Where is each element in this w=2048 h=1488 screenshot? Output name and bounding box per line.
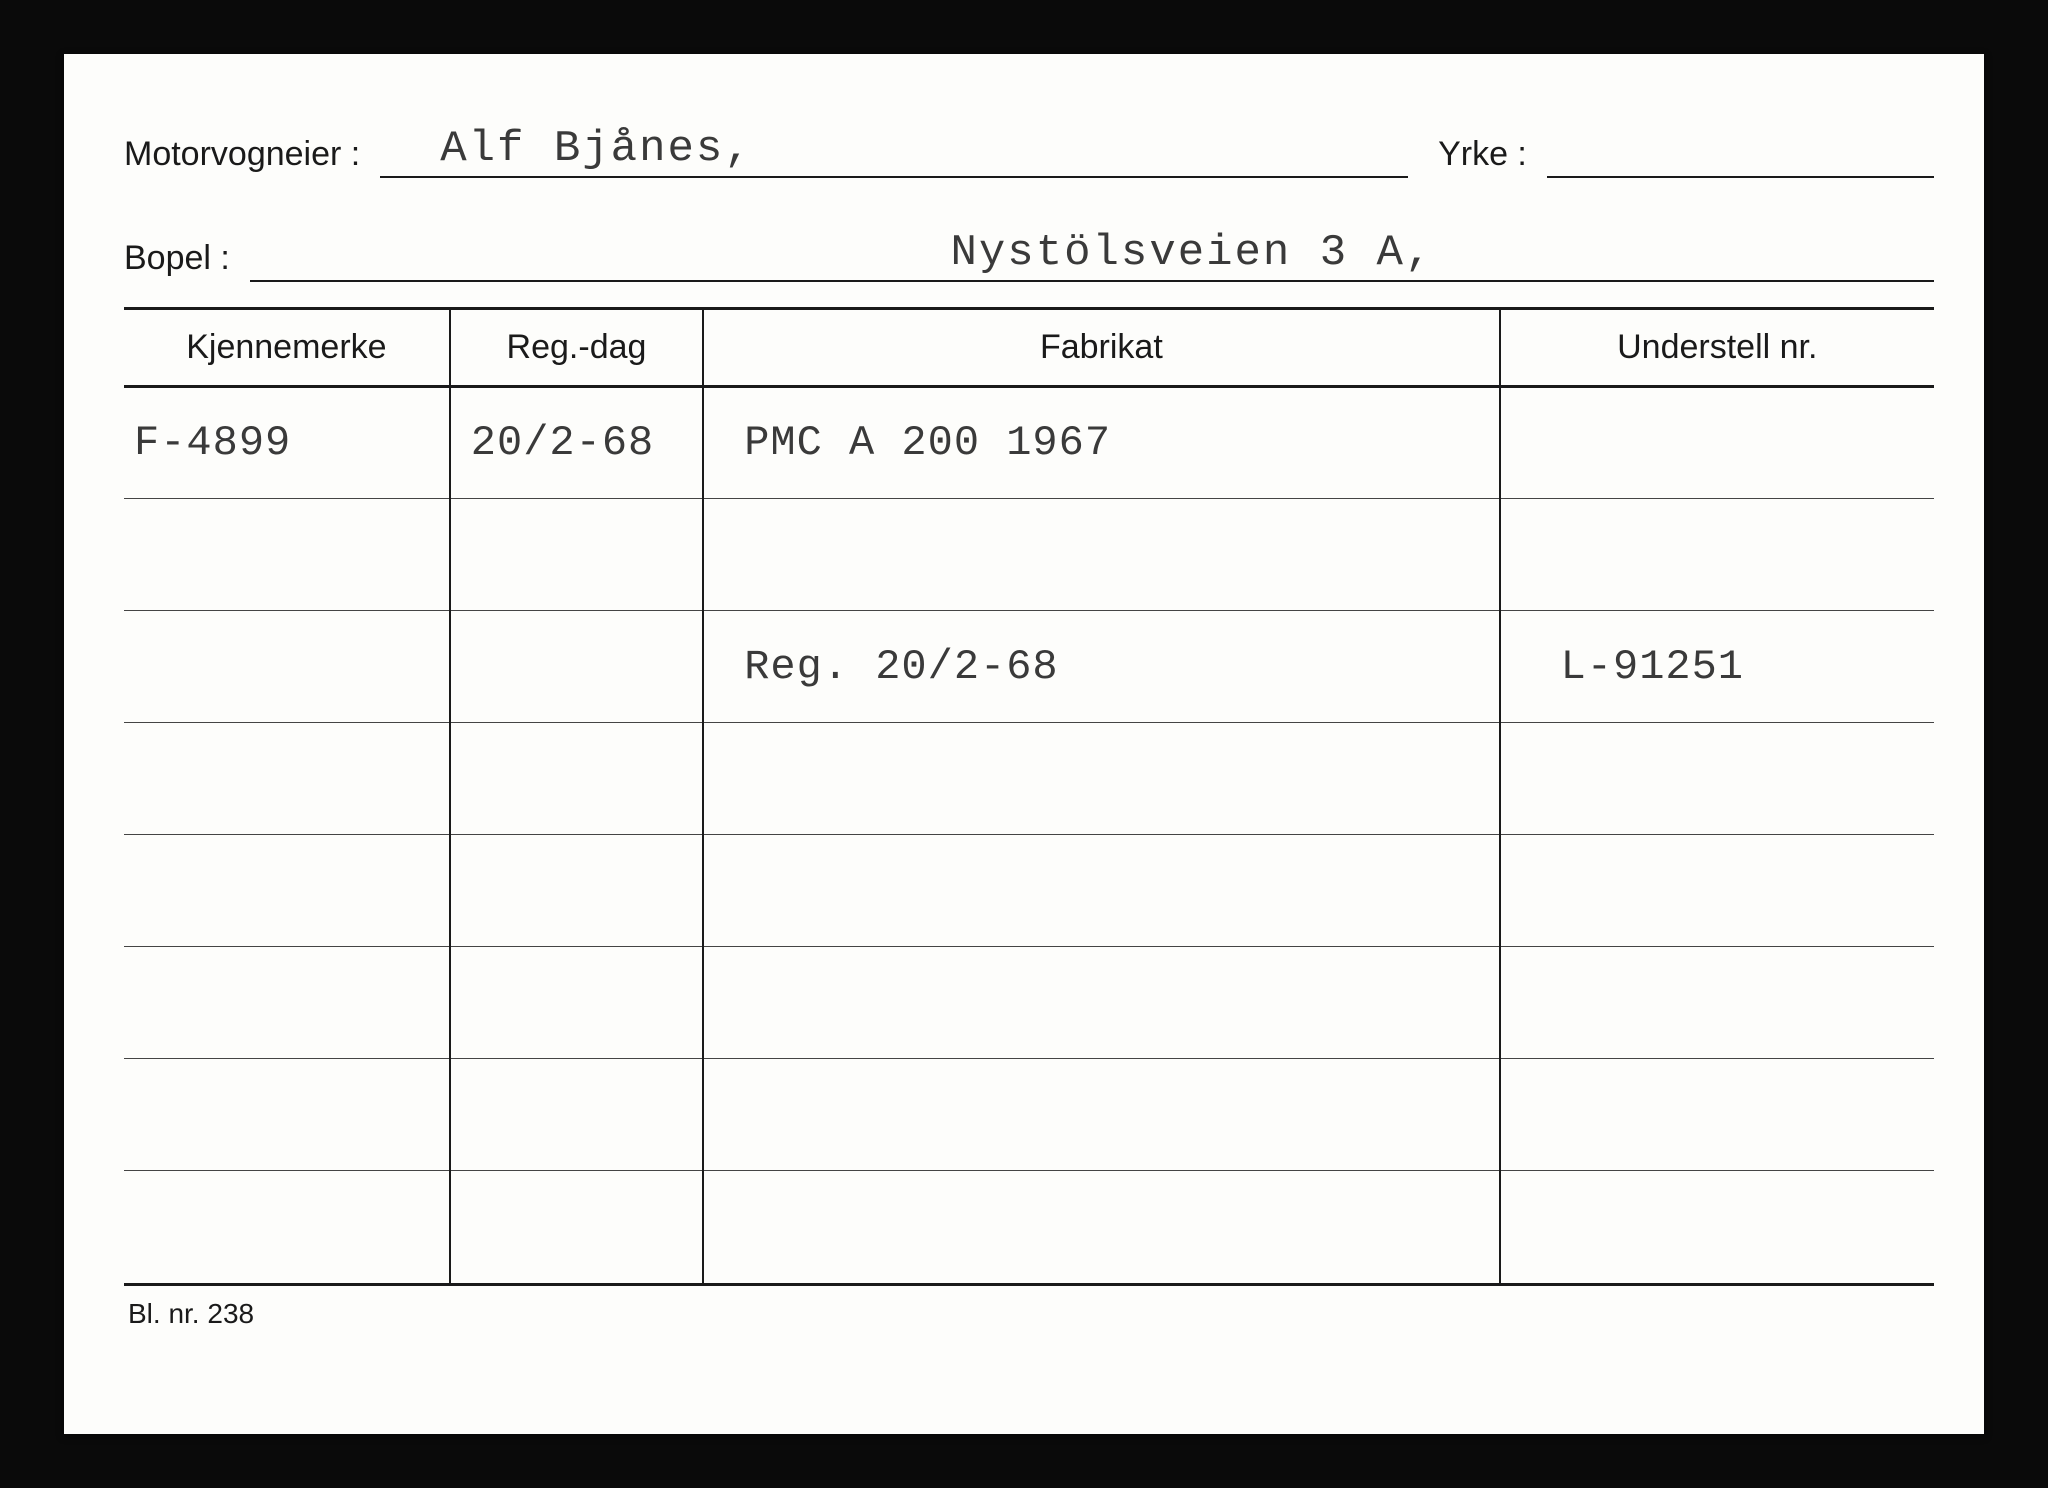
cell-understell	[1500, 1171, 1934, 1283]
col-regdag: Reg.-dag	[450, 310, 703, 387]
table-row	[124, 499, 1934, 611]
cell-regdag	[450, 947, 703, 1059]
occupation-label: Yrke :	[1438, 135, 1527, 178]
cell-regdag: 20/2-68	[450, 387, 703, 499]
table-row: F-4899 20/2-68 PMC A 200 1967	[124, 387, 1934, 499]
cell-understell	[1500, 387, 1934, 499]
occupation-value	[1547, 128, 1934, 178]
table-row	[124, 947, 1934, 1059]
cell-fabrikat	[703, 947, 1499, 1059]
address-row: Bopel : Nystölsveien 3 A,	[124, 228, 1934, 282]
cell-understell	[1500, 1059, 1934, 1171]
table-row	[124, 835, 1934, 947]
table-row	[124, 1059, 1934, 1171]
col-fabrikat: Fabrikat	[703, 310, 1499, 387]
table-row	[124, 1171, 1934, 1283]
registration-table: Kjennemerke Reg.-dag Fabrikat Understell…	[124, 310, 1934, 1283]
cell-fabrikat	[703, 1059, 1499, 1171]
cell-fabrikat: PMC A 200 1967	[703, 387, 1499, 499]
cell-kjennemerke	[124, 835, 450, 947]
table-header-row: Kjennemerke Reg.-dag Fabrikat Understell…	[124, 310, 1934, 387]
cell-regdag	[450, 611, 703, 723]
cell-kjennemerke	[124, 1059, 450, 1171]
address-label: Bopel :	[124, 239, 230, 282]
cell-regdag	[450, 499, 703, 611]
cell-regdag	[450, 723, 703, 835]
cell-regdag	[450, 1171, 703, 1283]
col-understell: Understell nr.	[1500, 310, 1934, 387]
owner-row: Motorvogneier : Alf Bjånes, Yrke :	[124, 124, 1934, 178]
registration-table-wrap: Kjennemerke Reg.-dag Fabrikat Understell…	[124, 307, 1934, 1286]
cell-kjennemerke	[124, 499, 450, 611]
cell-fabrikat	[703, 499, 1499, 611]
cell-fabrikat	[703, 1171, 1499, 1283]
owner-value: Alf Bjånes,	[380, 124, 1408, 178]
cell-kjennemerke	[124, 723, 450, 835]
table-row: Reg. 20/2-68 L-91251	[124, 611, 1934, 723]
form-number: Bl. nr. 238	[124, 1298, 1934, 1330]
cell-kjennemerke	[124, 947, 450, 1059]
table-row	[124, 723, 1934, 835]
cell-understell	[1500, 723, 1934, 835]
cell-fabrikat	[703, 835, 1499, 947]
col-kjennemerke: Kjennemerke	[124, 310, 450, 387]
cell-understell: L-91251	[1500, 611, 1934, 723]
cell-fabrikat: Reg. 20/2-68	[703, 611, 1499, 723]
address-value: Nystölsveien 3 A,	[250, 228, 1934, 282]
cell-kjennemerke	[124, 611, 450, 723]
cell-regdag	[450, 1059, 703, 1171]
table-body: F-4899 20/2-68 PMC A 200 1967 Reg. 20/2-…	[124, 387, 1934, 1283]
owner-label: Motorvogneier :	[124, 135, 360, 178]
cell-understell	[1500, 499, 1934, 611]
cell-kjennemerke	[124, 1171, 450, 1283]
cell-kjennemerke: F-4899	[124, 387, 450, 499]
cell-understell	[1500, 835, 1934, 947]
cell-understell	[1500, 947, 1934, 1059]
registration-card: Motorvogneier : Alf Bjånes, Yrke : Bopel…	[64, 54, 1984, 1434]
cell-regdag	[450, 835, 703, 947]
header-fields: Motorvogneier : Alf Bjånes, Yrke : Bopel…	[124, 124, 1934, 282]
cell-fabrikat	[703, 723, 1499, 835]
